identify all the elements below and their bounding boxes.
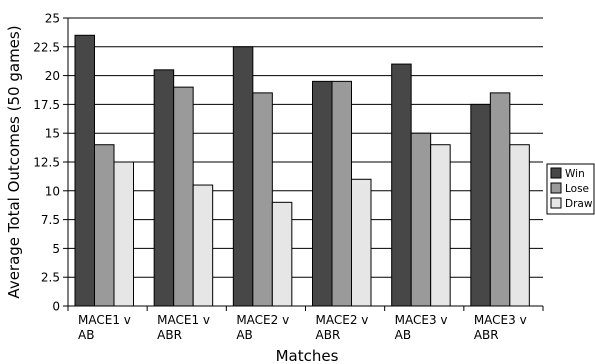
bar-draw (509, 144, 530, 307)
gridlines (68, 17, 543, 278)
bar-draw (271, 201, 293, 307)
y-tick-label: 5 (52, 242, 60, 256)
x-tick-label: MACE3 v (395, 313, 448, 327)
bar-lose (173, 86, 194, 307)
legend-label: Lose (565, 183, 589, 195)
x-tick-label: ABR (474, 328, 499, 342)
x-tick-label: MACE3 v (474, 313, 527, 327)
x-axis-label: Matches (276, 347, 339, 364)
x-tick-label: MACE1 v (78, 313, 131, 327)
y-tick-label: 2.5 (41, 271, 60, 285)
legend-label: Draw (565, 198, 593, 210)
y-tick-label: 10 (45, 184, 60, 198)
bar-lose (331, 80, 352, 307)
y-tick-label: 17.5 (33, 98, 60, 112)
bar-win (391, 63, 412, 307)
y-tick-label: 12.5 (33, 156, 60, 170)
y-tick-label: 15 (45, 127, 60, 141)
legend-swatch (550, 197, 562, 209)
bars (74, 34, 530, 307)
bar-win (312, 80, 333, 307)
x-tick-label: ABR (316, 328, 341, 342)
bar-lose (94, 144, 115, 307)
legend-swatch (550, 167, 562, 179)
y-tick-label: 0 (52, 300, 60, 314)
y-tick-label: 7.5 (41, 213, 60, 227)
bar-win (470, 103, 491, 307)
bar-win (232, 46, 254, 307)
y-tick-label: 22.5 (33, 40, 60, 54)
y-tick-label: 25 (45, 12, 60, 26)
bar-draw (113, 161, 134, 307)
legend-label: Win (565, 168, 585, 180)
bar-win (153, 69, 175, 307)
y-axis: 0 2.5 5 7.5 10 12.5 15 17.5 20 22.5 25 (33, 12, 69, 314)
y-axis-label: Average Total Outcomes (50 games) (5, 25, 23, 298)
x-tick-label: MACE2 v (236, 313, 289, 327)
y-tick-label: 20 (45, 69, 60, 83)
bar-win (74, 34, 95, 307)
legend-swatch (550, 182, 562, 194)
bar-draw (430, 144, 451, 307)
legend: Win Lose Draw (546, 163, 595, 215)
bar-draw (351, 178, 372, 307)
bar-lose (410, 132, 432, 307)
x-tick-label: AB (78, 328, 94, 342)
x-tick-label: MACE2 v (316, 313, 369, 327)
x-tick-label: AB (395, 328, 411, 342)
x-tick-label: AB (236, 328, 252, 342)
bar-lose (252, 92, 273, 307)
x-tick-label: ABR (157, 328, 182, 342)
bar-draw (192, 184, 214, 307)
bar-lose (489, 92, 511, 307)
x-tick-label: MACE1 v (157, 313, 210, 327)
